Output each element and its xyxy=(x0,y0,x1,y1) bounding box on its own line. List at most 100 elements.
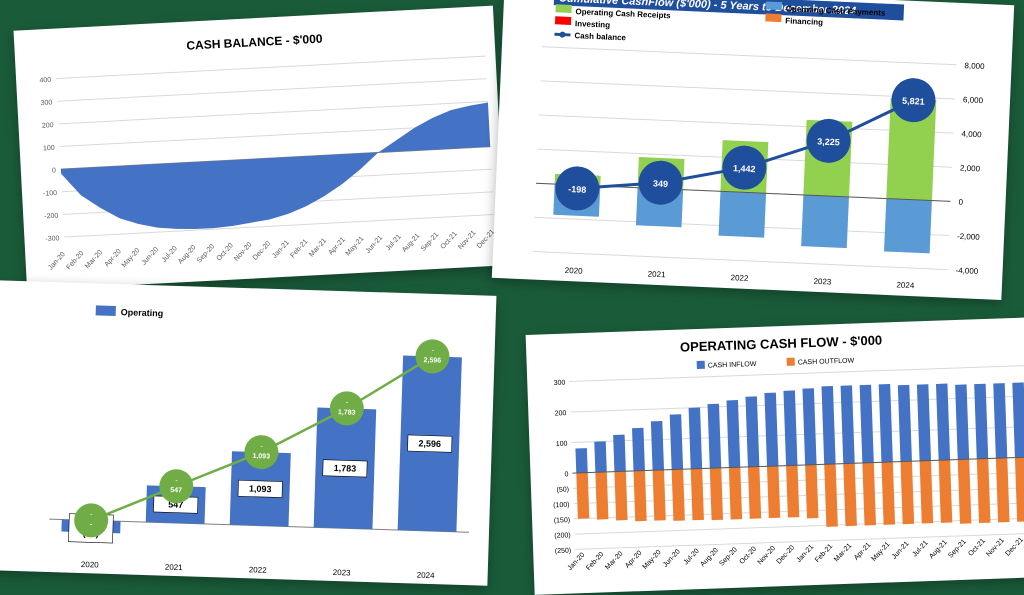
svg-text:0: 0 xyxy=(958,198,963,207)
svg-text:1,442: 1,442 xyxy=(733,163,756,174)
svg-text:6,000: 6,000 xyxy=(963,95,984,105)
svg-text:Sep-21: Sep-21 xyxy=(947,538,968,559)
svg-text:2020: 2020 xyxy=(565,266,584,276)
svg-text:Sep-20: Sep-20 xyxy=(718,546,739,567)
svg-text:Apr-20: Apr-20 xyxy=(104,248,123,268)
svg-text:(150): (150) xyxy=(554,517,571,525)
operating-monthly-panel: OPERATING CASH FLOW - $'000 CASH INFLOW CA… xyxy=(526,317,1024,595)
svg-text:Feb-20: Feb-20 xyxy=(585,551,605,572)
svg-text:Nov-20: Nov-20 xyxy=(233,241,253,263)
svg-text:Sep-20: Sep-20 xyxy=(196,243,216,265)
svg-text:0: 0 xyxy=(564,471,568,478)
svg-text:2022: 2022 xyxy=(249,565,268,575)
svg-text:Dec-21: Dec-21 xyxy=(1004,536,1024,557)
svg-text:-100: -100 xyxy=(43,190,57,198)
svg-text:May-20: May-20 xyxy=(642,549,663,571)
svg-text:300: 300 xyxy=(41,99,53,107)
svg-text:547: 547 xyxy=(170,487,182,494)
svg-text:(250): (250) xyxy=(555,548,572,556)
svg-text:May-20: May-20 xyxy=(121,247,142,269)
svg-text:Aug-20: Aug-20 xyxy=(699,547,720,568)
svg-text:-2,000: -2,000 xyxy=(957,232,981,242)
svg-text:Jan-21: Jan-21 xyxy=(271,239,291,260)
svg-text:Mar-21: Mar-21 xyxy=(308,237,328,258)
svg-text:CASH INFLOW: CASH INFLOW xyxy=(708,361,757,370)
svg-text:Sep-21: Sep-21 xyxy=(420,231,440,253)
svg-text:2022: 2022 xyxy=(730,273,749,283)
svg-text:200: 200 xyxy=(42,122,54,130)
svg-text:1,783: 1,783 xyxy=(334,463,357,474)
svg-text:200: 200 xyxy=(555,410,567,417)
svg-text:-200: -200 xyxy=(44,213,58,221)
svg-text:Oct-21: Oct-21 xyxy=(440,230,459,250)
svg-text:Jun-20: Jun-20 xyxy=(662,548,682,569)
svg-text:Dec-20: Dec-20 xyxy=(252,240,272,262)
svg-text:Nov-21: Nov-21 xyxy=(985,537,1006,558)
svg-text:4,000: 4,000 xyxy=(961,129,982,139)
svg-text:Oct-21: Oct-21 xyxy=(967,538,987,558)
svg-text:Feb-21: Feb-21 xyxy=(289,238,309,259)
svg-text:Aug-21: Aug-21 xyxy=(928,539,949,560)
svg-text:2023: 2023 xyxy=(813,277,832,287)
svg-text:Jun-21: Jun-21 xyxy=(891,540,911,561)
svg-text:Oct-20: Oct-20 xyxy=(739,546,759,566)
svg-text:Aug-20: Aug-20 xyxy=(177,244,197,266)
svg-text:Mar-21: Mar-21 xyxy=(833,542,853,563)
svg-text:Operating: Operating xyxy=(121,307,164,318)
svg-text:300: 300 xyxy=(554,380,566,387)
svg-text:100: 100 xyxy=(556,441,568,448)
svg-text:1,093: 1,093 xyxy=(252,453,270,461)
svg-text:Nov-21: Nov-21 xyxy=(457,229,477,251)
svg-text:-300: -300 xyxy=(45,235,59,243)
svg-text:Mar-20: Mar-20 xyxy=(604,550,624,571)
svg-text:Jan-20: Jan-20 xyxy=(47,251,67,272)
svg-text:-4,000: -4,000 xyxy=(955,266,979,276)
svg-text:Nov-20: Nov-20 xyxy=(757,545,778,566)
svg-text:0: 0 xyxy=(52,167,56,174)
svg-text:Jun-20: Jun-20 xyxy=(141,246,161,267)
svg-text:Investing: Investing xyxy=(575,19,611,30)
svg-text:(200): (200) xyxy=(554,532,571,540)
svg-text:Oct-20: Oct-20 xyxy=(216,242,235,262)
svg-text:Aug-21: Aug-21 xyxy=(401,232,421,254)
svg-text:2023: 2023 xyxy=(333,568,352,578)
svg-text:5,821: 5,821 xyxy=(902,96,925,107)
svg-text:2024: 2024 xyxy=(896,280,915,290)
cash-balance-panel: CASH BALANCE - $'000 -300 -200 -100 0 100 200 3… xyxy=(14,6,507,291)
svg-text:2,596: 2,596 xyxy=(423,357,441,365)
svg-text:(100): (100) xyxy=(553,502,570,510)
svg-text:Cash balance: Cash balance xyxy=(574,31,626,42)
svg-text:Dec-20: Dec-20 xyxy=(776,544,797,565)
svg-text:Jun-21: Jun-21 xyxy=(365,234,385,255)
svg-text:2,596: 2,596 xyxy=(418,438,441,449)
svg-text:CASH OUTFLOW: CASH OUTFLOW xyxy=(798,358,855,367)
svg-text:Jan-21: Jan-21 xyxy=(795,544,815,565)
svg-text:Jan-20: Jan-20 xyxy=(567,552,587,573)
svg-text:349: 349 xyxy=(653,178,668,189)
area-series xyxy=(59,102,494,235)
svg-text:(50): (50) xyxy=(556,486,569,493)
svg-text:100: 100 xyxy=(43,145,55,153)
svg-text:2024: 2024 xyxy=(417,571,436,581)
svg-text:3,225: 3,225 xyxy=(817,136,840,147)
svg-text:Apr-21: Apr-21 xyxy=(853,542,873,562)
svg-text:2020: 2020 xyxy=(81,560,100,570)
svg-text:1,093: 1,093 xyxy=(249,484,272,495)
svg-text:May-21: May-21 xyxy=(345,235,366,257)
cumulative-cashflow-panel: Cumulative CashFlow ($'000) - 5 Years to… xyxy=(492,0,1014,300)
chart-title: CASH BALANCE - $'000 xyxy=(186,32,323,53)
svg-text:2021: 2021 xyxy=(648,270,667,280)
svg-text:Apr-21: Apr-21 xyxy=(328,236,347,256)
svg-text:2,000: 2,000 xyxy=(960,164,981,174)
svg-text:1,783: 1,783 xyxy=(338,409,356,417)
chart-title: OPERATING CASH FLOW - $'000 xyxy=(680,333,883,355)
svg-text:Feb-20: Feb-20 xyxy=(65,250,85,271)
svg-text:May-21: May-21 xyxy=(870,541,891,563)
svg-text:Feb-21: Feb-21 xyxy=(814,543,834,564)
svg-text:2021: 2021 xyxy=(165,563,184,573)
svg-text:-198: -198 xyxy=(568,184,586,195)
svg-text:8,000: 8,000 xyxy=(964,61,985,71)
svg-text:400: 400 xyxy=(39,77,51,85)
svg-text:Financing: Financing xyxy=(785,16,823,27)
svg-text:Mar-20: Mar-20 xyxy=(84,249,104,270)
